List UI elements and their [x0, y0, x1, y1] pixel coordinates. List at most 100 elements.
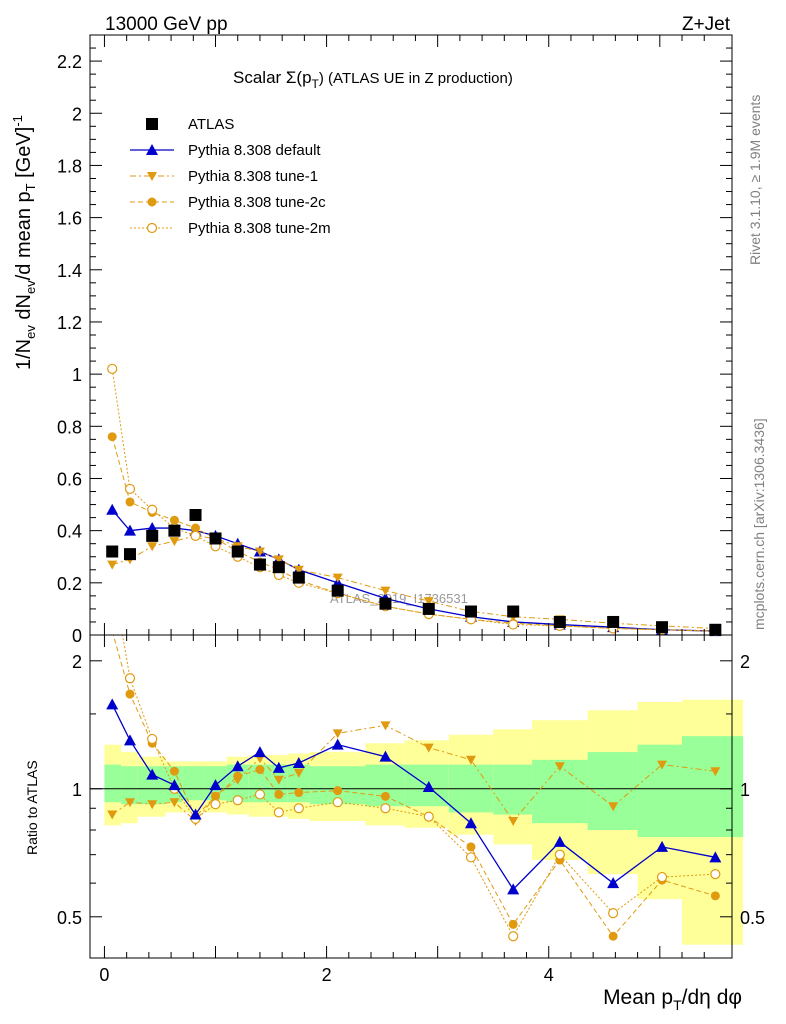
point-tune2c — [107, 432, 117, 442]
point-atlas — [422, 602, 435, 615]
stat-band — [682, 736, 744, 838]
legend-label: ATLAS — [188, 116, 234, 133]
plot-title: Scalar Σ(pT) (ATLAS UE in Z production) — [233, 68, 513, 91]
ratio-point-tune2c — [110, 635, 115, 636]
ratio-point-default — [553, 835, 566, 847]
ratio-point-tune2c — [274, 789, 284, 799]
legend-entry-default: Pythia 8.308 default — [130, 142, 321, 159]
ylabel-p7: -1 — [10, 115, 25, 127]
ratio-point-tune2c — [380, 791, 390, 801]
point-tune2m — [107, 363, 118, 375]
ratio-point-tune2m — [147, 733, 158, 745]
point-tune1 — [332, 573, 343, 583]
ratio-bands — [90, 699, 744, 945]
xtick-label: 4 — [544, 965, 554, 985]
point-atlas — [209, 532, 222, 545]
ratio-ytick-label-right: 1 — [740, 780, 750, 800]
point-tune1 — [169, 537, 180, 547]
data-marks — [106, 363, 722, 942]
point-atlas — [507, 605, 520, 618]
stat-band — [587, 752, 638, 831]
ratio-point-tune2c — [169, 766, 179, 776]
xlabel-p2: /dη dφ — [682, 986, 742, 1009]
ratio-point-tune2c — [710, 891, 720, 901]
ratio-series — [106, 635, 722, 942]
ylabel-p0: 1/N — [13, 339, 35, 370]
ytick-label: 0.2 — [57, 574, 82, 594]
stat-band — [493, 764, 533, 815]
x-axis-label: Mean pT/dη dφ — [603, 986, 742, 1013]
point-tune2c — [125, 497, 135, 507]
ratio-point-tune2c — [233, 771, 243, 781]
point-tune1 — [423, 597, 434, 607]
legend-marker — [146, 144, 158, 155]
point-tune1 — [107, 560, 118, 570]
ratio-point-tune1 — [508, 816, 519, 826]
ytick-label: 2.2 — [57, 52, 82, 72]
ratio-point-tune1 — [608, 802, 619, 812]
title-after: ) (ATLAS UE in Z production) — [319, 70, 513, 87]
ratio-point-tune1 — [710, 767, 721, 777]
point-tune2m — [508, 619, 519, 630]
stat-band — [104, 764, 122, 803]
ratio-point-tune1 — [332, 729, 343, 739]
ratio-point-tune2m — [508, 931, 519, 942]
point-atlas — [292, 571, 305, 584]
ratio-point-tune2m — [293, 803, 304, 814]
ratio-point-tune2m — [710, 869, 721, 880]
ratio-ytick-label: 2 — [72, 652, 82, 672]
point-atlas — [106, 545, 119, 558]
header-left: 13000 GeV pp — [105, 14, 228, 35]
ratio-point-default — [607, 877, 620, 889]
ratio-point-tune2m — [332, 797, 343, 808]
stat-band — [121, 766, 138, 805]
ratio-point-default — [292, 756, 305, 768]
point-atlas — [189, 509, 202, 521]
ratio-point-tune1 — [147, 800, 158, 810]
ratio-ytick-label-right: 2 — [740, 652, 750, 672]
legend-entry-tune2c: Pythia 8.308 tune-2c — [130, 194, 326, 211]
ratio-point-tune1 — [657, 760, 668, 770]
ratio-point-tune2c — [294, 788, 304, 798]
point-tune2c — [169, 515, 179, 525]
ratio-ytick-label: 1 — [72, 780, 82, 800]
ytick-label: 0.4 — [57, 522, 82, 542]
legend-entry-tune1: Pythia 8.308 tune-1 — [130, 168, 318, 185]
ratio-point-tune1 — [554, 762, 565, 772]
ratio-point-default — [709, 851, 722, 863]
title-main: Scalar Σ(p — [233, 68, 312, 87]
ratio-point-tune2m — [554, 849, 565, 860]
ytick-label: 1.6 — [57, 209, 82, 229]
ratio-point-tune2m — [380, 803, 391, 814]
ratio-point-tune2c — [125, 689, 135, 699]
ytick-label: 1 — [72, 365, 82, 385]
analysis-watermark: ATLAS_2019_I1736531 — [330, 591, 468, 606]
ratio-point-tune2m — [608, 908, 619, 919]
ratio-point-tune1 — [273, 775, 284, 785]
point-atlas — [553, 615, 566, 628]
legend-marker — [146, 118, 158, 130]
stat-band — [248, 764, 272, 803]
ytick-label: 0 — [72, 626, 82, 646]
point-tune2m — [147, 504, 158, 515]
ratio-point-tune2c — [211, 791, 221, 801]
series-line-tune1 — [112, 535, 716, 629]
mcplots-label: mcplots.cern.ch [arXiv:1306.3436] — [751, 418, 767, 630]
ratio-point-tune2m — [232, 795, 243, 806]
point-atlas — [253, 558, 266, 571]
ytick-label: 1.4 — [57, 261, 82, 281]
point-tune2m — [190, 530, 201, 541]
bottom-ylabel: Ratio to ATLAS — [24, 760, 40, 855]
ratio-point-tune2c — [255, 765, 265, 775]
point-atlas — [272, 561, 285, 574]
point-tune2m — [124, 483, 136, 495]
ratio-point-tune2m — [273, 807, 284, 818]
legend-label: Pythia 8.308 tune-2m — [188, 220, 331, 237]
ratio-point-default — [106, 698, 119, 710]
ratio-point-tune1 — [293, 768, 304, 778]
legend-marker — [147, 172, 157, 181]
ylabel-p4: /d mean p — [13, 191, 35, 280]
point-atlas — [607, 615, 620, 628]
point-atlas — [464, 605, 477, 618]
